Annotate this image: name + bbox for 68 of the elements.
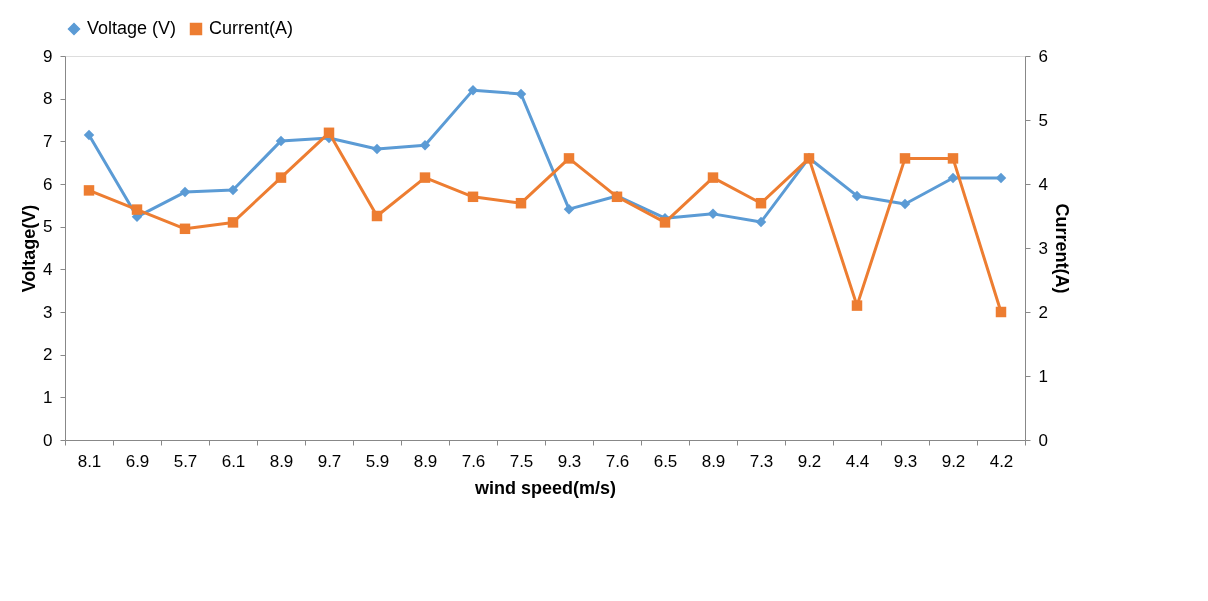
y2-tick-label: 6 — [1038, 46, 1048, 66]
point — [467, 191, 479, 203]
x-tick-label: 8.9 — [701, 451, 726, 471]
x-tick-label: 7.6 — [605, 451, 630, 471]
point — [851, 190, 863, 202]
point — [707, 172, 719, 183]
x-tick-label: 8.1 — [77, 451, 102, 471]
point — [707, 208, 719, 220]
x-tick-label: 6.9 — [125, 451, 150, 471]
y-tick-label: 4 — [43, 259, 53, 279]
point — [371, 210, 383, 222]
y-tick-label: 5 — [43, 217, 53, 237]
point — [755, 216, 767, 228]
y-tick-label: 6 — [43, 174, 53, 194]
y-axis-title: Voltage(V) — [19, 204, 40, 293]
y2-tick-label: 0 — [1038, 430, 1048, 450]
x-tick-label: 6.5 — [653, 451, 678, 471]
y-tick-label: 3 — [43, 302, 53, 322]
y-tick-label: 0 — [43, 430, 53, 450]
x-axis-title: wind speed(m/s) — [473, 477, 617, 498]
point — [659, 217, 671, 228]
y2-tick-label: 3 — [1038, 238, 1048, 258]
x-tick-label: 9.3 — [893, 451, 918, 471]
point — [467, 84, 479, 96]
point — [131, 204, 143, 215]
y-tick-label: 2 — [43, 345, 53, 365]
point — [323, 127, 335, 139]
x-tick-label: 8.9 — [413, 451, 438, 471]
x-tick-label: 4.2 — [989, 451, 1014, 471]
legend-label: Voltage (V) — [87, 18, 177, 38]
x-tick-label: 9.7 — [317, 451, 342, 471]
point — [995, 306, 1007, 318]
point — [947, 153, 959, 164]
point — [563, 153, 575, 164]
point — [563, 203, 575, 215]
point — [179, 223, 191, 235]
y2-axis-title: Current(A) — [1051, 203, 1072, 294]
x-tick-label: 8.9 — [269, 451, 294, 471]
x-tick-label: 9.3 — [557, 451, 582, 471]
x-tick-label: 9.2 — [797, 451, 822, 471]
y2-tick-label: 4 — [1038, 174, 1048, 194]
y-tick-label: 9 — [43, 46, 53, 66]
point — [851, 300, 863, 311]
x-tick-label: 4.4 — [845, 451, 870, 471]
legend-label: Current(A) — [209, 18, 294, 38]
x-tick-label: 7.3 — [749, 451, 774, 471]
point — [515, 197, 527, 209]
y-tick-label: 8 — [43, 89, 53, 109]
point — [227, 217, 239, 228]
x-tick-label: 7.5 — [509, 451, 534, 471]
x-tick-label: 6.1 — [221, 451, 246, 471]
x-tick-label: 5.7 — [173, 451, 198, 471]
point — [755, 197, 767, 209]
y2-tick-label: 5 — [1038, 110, 1048, 130]
point — [83, 185, 95, 196]
point — [419, 139, 431, 151]
y2-tick-label: 2 — [1038, 302, 1048, 322]
x-tick-label: 7.6 — [461, 451, 486, 471]
point — [419, 172, 431, 183]
y-tick-label: 1 — [43, 387, 53, 407]
y2-tick-label: 1 — [1038, 366, 1048, 386]
x-tick-label: 9.2 — [941, 451, 966, 471]
point — [275, 172, 287, 183]
y-tick-label: 7 — [43, 131, 53, 151]
point — [83, 129, 95, 141]
point — [899, 198, 911, 210]
x-tick-label: 5.9 — [365, 451, 390, 471]
point — [899, 153, 911, 164]
